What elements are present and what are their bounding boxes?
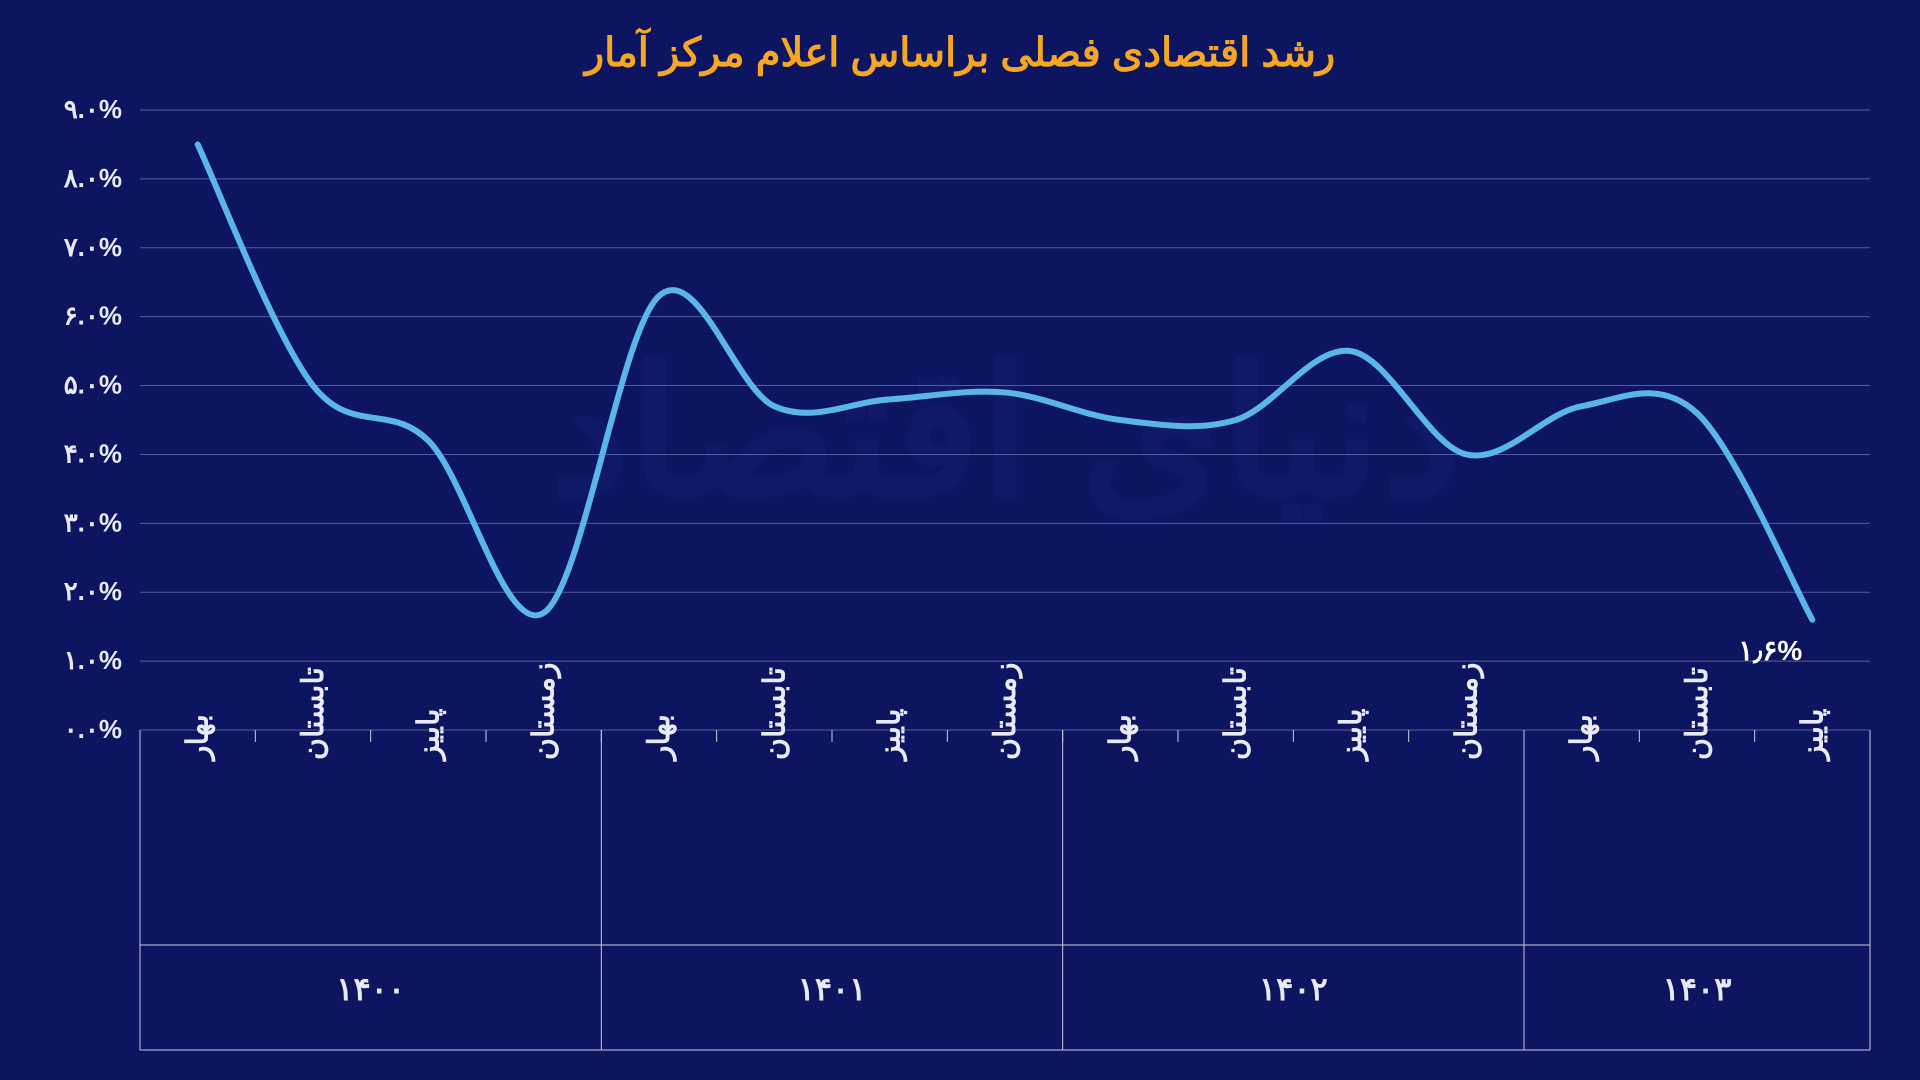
line-chart: دنیای اقتصاد ۰.۰% ۱.۰% ۲.۰% ۳.۰% ۴.۰% ۵.۰% ۶.۰%… (0, 0, 1920, 1080)
x-season-label: پاییز (874, 709, 909, 762)
x-season-label: پاییز (1335, 709, 1370, 762)
x-year-label: ۱۴۰۰ (336, 971, 405, 1007)
x-season-label: زمستان (1450, 662, 1484, 760)
y-tick-label: ۵.۰% (64, 370, 122, 400)
x-season-label: تابستان (758, 667, 791, 760)
x-season-label: بهار (1566, 714, 1600, 762)
y-tick-label: ۶.۰% (64, 301, 122, 331)
y-tick-label: ۱.۰% (64, 645, 122, 675)
y-tick-label: ۹.۰% (64, 94, 122, 124)
x-year-label: ۱۴۰۲ (1259, 971, 1328, 1007)
y-tick-label: ۸.۰% (63, 163, 122, 193)
x-season-label: بهار (1104, 714, 1138, 762)
x-season-label: بهار (643, 714, 677, 762)
y-tick-label: ۳.۰% (64, 507, 122, 537)
x-season-label: پاییز (1796, 709, 1831, 762)
x-season-label: زمستان (989, 662, 1023, 760)
x-season-label: تابستان (297, 667, 330, 760)
watermark: دنیای اقتصاد (549, 332, 1461, 533)
last-point-label: ۱٫۶% (1738, 635, 1802, 666)
y-tick-label: ۲.۰% (64, 576, 122, 606)
x-season-label: تابستان (1681, 667, 1714, 760)
y-tick-label: ۷.۰% (63, 232, 122, 262)
y-tick-label: ۴.۰% (64, 438, 122, 468)
y-tick-label: ۰.۰% (64, 714, 122, 744)
chart-container: رشد اقتصادی فصلی براساس اعلام مرکز آمار … (0, 0, 1920, 1080)
x-season-label: بهار (182, 714, 216, 762)
x-year-label: ۱۴۰۳ (1663, 971, 1732, 1007)
x-season-label: زمستان (528, 662, 562, 760)
x-year-label: ۱۴۰۱ (798, 971, 867, 1007)
x-season-label: پاییز (412, 709, 447, 762)
x-season-label: تابستان (1220, 667, 1253, 760)
